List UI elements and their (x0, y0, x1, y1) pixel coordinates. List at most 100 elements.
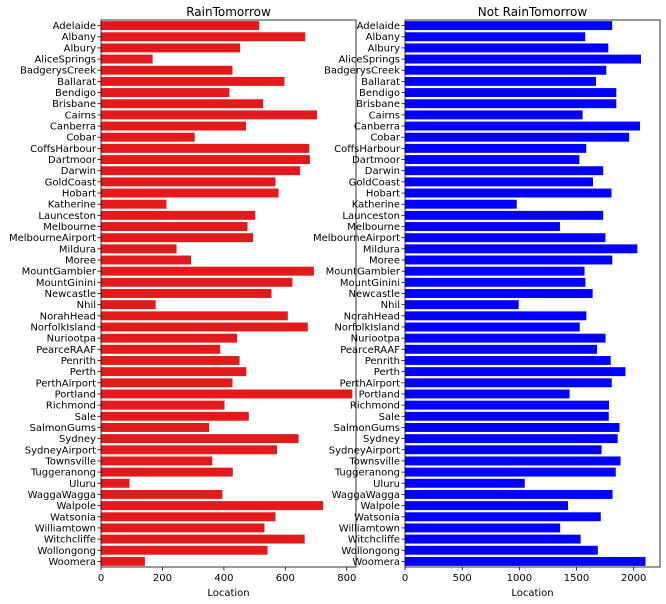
norain-bar-albury (405, 43, 609, 53)
rain-bar-dartmoor (101, 155, 310, 165)
rain-bar-hobart (101, 188, 279, 198)
norain-category-label: Watsonia (354, 512, 400, 523)
rain-category-label: PearceRAAF (36, 345, 96, 356)
rain-bar-bendigo (101, 88, 230, 98)
norain-category-label: Woomera (352, 557, 400, 568)
norain-bar-penrith (405, 356, 611, 365)
rain-bar-pearceraaf (101, 344, 221, 354)
norain-bar-norfolkisland (405, 322, 580, 332)
norain-bar-williamtown (405, 523, 561, 533)
rain-bar-adelaide (101, 21, 260, 31)
rain-category-label: Cairns (65, 110, 96, 121)
rain-bar-darwin (101, 166, 301, 176)
norain-bar-woomera (405, 556, 646, 566)
norain-bar-uluru (405, 478, 525, 488)
rain-category-label: NorahHead (40, 311, 96, 322)
rain-bar-newcastle (101, 289, 272, 298)
norain-bar-cobar (405, 132, 630, 142)
norain-category-label: Wollongong (341, 546, 400, 557)
rain-category-label: Cobar (66, 133, 97, 144)
rain-category-label: Richmond (46, 401, 96, 412)
rain-bar-williamtown (101, 523, 265, 533)
norain-xtick-label: 2000 (621, 573, 646, 584)
norain-category-label: Newcastle (349, 289, 401, 300)
rain-xtick-label: 200 (153, 573, 172, 584)
norain-xtick-label: 1000 (507, 573, 532, 584)
norain-bar-townsville (405, 456, 621, 466)
rain-category-label: Woomera (48, 557, 96, 568)
norain-category-label: Adelaide (357, 21, 400, 32)
rain-category-label: Uluru (69, 479, 96, 490)
norain-bar-mountginini (405, 277, 586, 287)
norain-category-label: Uluru (373, 479, 400, 490)
rain-bar-wollongong (101, 545, 268, 555)
norain-category-label: Townsville (348, 456, 400, 467)
norain-bar-coffsharbour (405, 143, 587, 153)
norain-category-label: Mildura (363, 244, 400, 255)
rain-panel: RainTomorrow AdelaideAlbanyAlburyAliceSpr… (9, 5, 357, 599)
rain-title: RainTomorrow (186, 5, 271, 19)
norain-category-label: Richmond (350, 401, 400, 412)
norain-bar-norahhead (405, 311, 587, 321)
norain-category-label: AliceSprings (338, 55, 400, 66)
norain-category-label: NorfolkIsland (334, 322, 400, 333)
rain-category-label: NorfolkIsland (30, 322, 96, 333)
norain-category-label: Sydney (363, 434, 400, 445)
rain-category-label: Witchcliffe (44, 535, 96, 546)
rain-bar-richmond (101, 400, 225, 410)
norain-bar-wollongong (405, 545, 598, 555)
rain-category-label: Ballarat (57, 77, 96, 88)
norain-bar-sale (405, 411, 609, 421)
norain-xtick-label: 500 (453, 573, 472, 584)
norain-bar-melbourne (405, 222, 560, 231)
rain-bar-sydneyairport (101, 445, 278, 455)
rain-bar-coffsharbour (101, 143, 310, 153)
rain-category-label: Melbourne (43, 222, 96, 233)
norain-bar-canberra (405, 121, 640, 131)
norain-bar-melbourneairport (405, 233, 606, 243)
rain-axes-frame (100, 19, 357, 568)
rain-category-label: MountGambier (22, 267, 97, 278)
rain-bar-canberra (101, 121, 247, 131)
rain-bar-alicesprings (101, 54, 153, 64)
rain-bar-tuggeranong (101, 467, 233, 477)
norain-bar-cairns (405, 110, 583, 120)
rain-category-label: Tuggeranong (30, 468, 96, 479)
rain-bar-ballarat (101, 76, 285, 86)
rain-bar-melbourneairport (101, 233, 254, 243)
rain-bar-waggawagga (101, 489, 223, 499)
norain-bar-salmongums (405, 422, 620, 432)
rain-category-label: SydneyAirport (25, 445, 96, 456)
rain-category-label: Launceston (38, 211, 96, 222)
rain-bar-mildura (101, 244, 177, 254)
rain-bar-walpole (101, 501, 324, 511)
rain-bar-townsville (101, 456, 213, 466)
rain-bar-perthairport (101, 378, 233, 388)
rain-category-label: BadgerysCreek (20, 66, 96, 77)
rain-category-label: Dartmoor (48, 155, 97, 166)
rain-xtick-label: 400 (214, 573, 233, 584)
rain-category-label: Hobart (62, 189, 96, 200)
rain-category-label: Sale (75, 412, 96, 423)
norain-category-label: NorahHead (344, 311, 400, 322)
rain-category-label: Darwin (61, 166, 96, 177)
norain-category-label: MelbourneAirport (313, 233, 400, 244)
norain-category-label: Cairns (369, 110, 400, 121)
norain-xtick-label: 0 (402, 573, 408, 584)
norain-bar-mildura (405, 244, 638, 254)
rain-bar-katherine (101, 199, 167, 209)
rain-bar-sydney (101, 434, 299, 444)
norain-category-label: Portland (359, 389, 400, 400)
rain-xtick-label: 0 (98, 573, 104, 584)
rain-category-label: Moree (65, 256, 96, 267)
rain-bar-mountginini (101, 277, 293, 287)
norain-category-label: Walpole (360, 501, 400, 512)
norain-bar-brisbane (405, 99, 617, 109)
norain-bar-albany (405, 32, 586, 42)
norain-bar-pearceraaf (405, 344, 597, 354)
norain-category-label: Nhil (381, 300, 400, 311)
norain-panel: Not RainTomorrow AdelaideAlbanyAlburyAlic… (313, 5, 661, 599)
norain-category-label: Sale (379, 412, 400, 423)
norain-bar-walpole (405, 501, 569, 511)
rain-bar-brisbane (101, 99, 264, 109)
